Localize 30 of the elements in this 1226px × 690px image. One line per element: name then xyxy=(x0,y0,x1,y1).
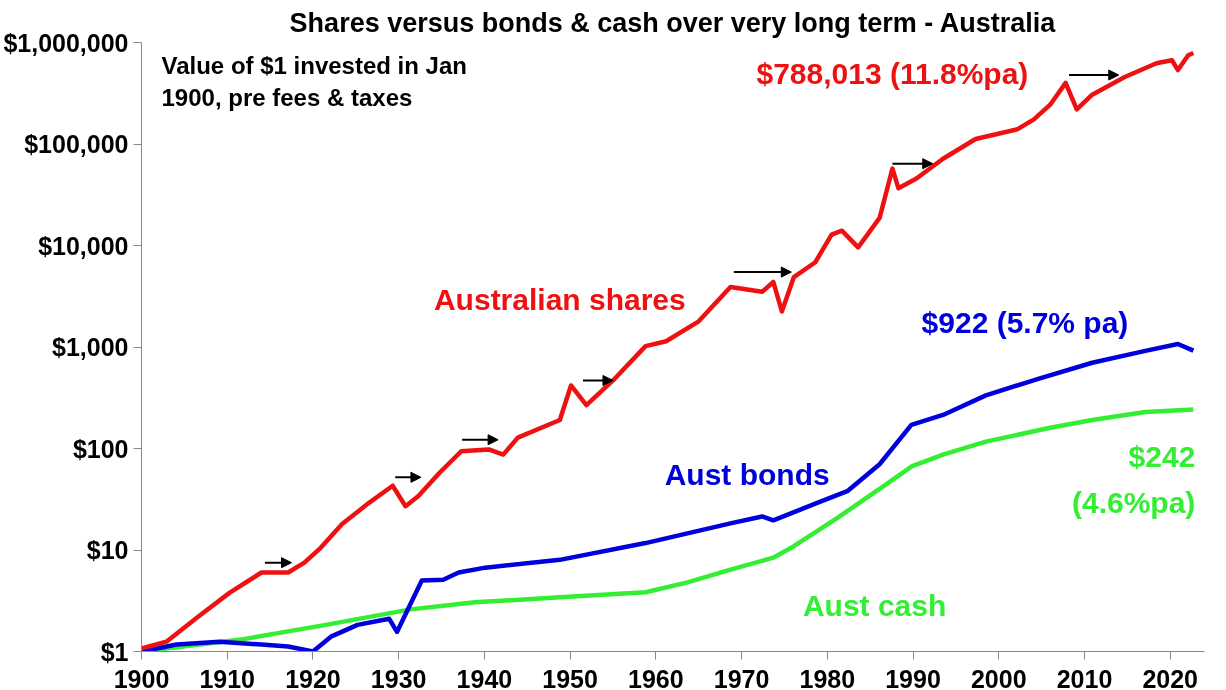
x-tick-label: 2010 xyxy=(1056,664,1113,690)
series-label: Aust cash xyxy=(802,589,947,623)
y-tick-label: $100,000 xyxy=(24,130,129,158)
x-tick-label: 2020 xyxy=(1142,664,1199,690)
annotation: $922 (5.7% pa) xyxy=(921,306,1129,340)
x-tick-label: 1970 xyxy=(713,664,770,690)
x-tick-label: 1910 xyxy=(199,664,256,690)
x-tick-label: 2000 xyxy=(970,664,1027,690)
y-tick-label: $10 xyxy=(86,536,129,564)
series-label: Aust bonds xyxy=(664,457,830,491)
series-label: Australian shares xyxy=(433,283,686,317)
x-tick-label: 1940 xyxy=(456,664,513,690)
y-tick-label: $1,000,000 xyxy=(3,28,129,57)
chart-title: Shares versus bonds & cash over very long term - Australia xyxy=(289,7,1057,38)
y-tick-label: $100 xyxy=(72,434,129,463)
y-tick-label: $1,000 xyxy=(52,333,129,361)
annotation: Value of $1 invested in Jan 1900, pre fees & taxes xyxy=(161,51,467,111)
x-tick-label: 1900 xyxy=(113,664,170,690)
x-tick-label: 1980 xyxy=(799,664,856,690)
line-series xyxy=(141,341,1196,652)
y-tick-label: $1 xyxy=(100,637,129,666)
x-tick-label: 1950 xyxy=(542,664,598,690)
line-series xyxy=(141,50,1196,651)
y-tick-label: $10,000 xyxy=(38,231,129,260)
annotation: $788,013 (11.8%pa) xyxy=(756,56,1029,90)
annotation: $242 (4.6%pa) xyxy=(1071,439,1196,520)
x-tick-label: 1960 xyxy=(628,664,684,690)
x-tick-label: 1990 xyxy=(885,664,941,690)
x-tick-label: 1930 xyxy=(370,664,427,690)
x-tick-label: 1920 xyxy=(285,664,341,690)
